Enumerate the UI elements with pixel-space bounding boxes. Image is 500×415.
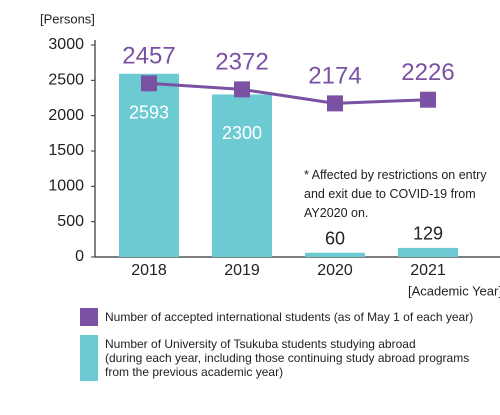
legend-label: Number of University of Tsukuba students… bbox=[105, 337, 470, 379]
x-axis-label: [Academic Year] bbox=[408, 283, 500, 298]
line-value-label: 2226 bbox=[401, 59, 454, 86]
x-tick-label: 2019 bbox=[224, 262, 260, 279]
bar bbox=[212, 94, 272, 257]
line bbox=[148, 81, 429, 105]
bar-value-label: 60 bbox=[325, 229, 345, 249]
line-marker bbox=[141, 75, 157, 92]
line-value-label: 2457 bbox=[122, 43, 175, 70]
y-axis-label: [Persons] bbox=[40, 11, 95, 26]
x-tick-label: 2018 bbox=[131, 262, 167, 279]
y-tick-label: 2500 bbox=[48, 72, 84, 89]
legend-label: Number of accepted international student… bbox=[105, 310, 474, 324]
legend-swatch bbox=[80, 335, 98, 381]
y-tick-label: 1000 bbox=[48, 178, 84, 195]
line-value-label: 2372 bbox=[215, 49, 268, 76]
bar bbox=[305, 252, 365, 257]
annotation: * Affected by restrictions on entry and … bbox=[304, 168, 487, 220]
bar-value-label: 2593 bbox=[129, 103, 169, 123]
line-value-label: 2174 bbox=[308, 63, 361, 90]
bar bbox=[119, 73, 179, 258]
y-tick-label: 1500 bbox=[48, 142, 84, 159]
x-tick-label: 2021 bbox=[410, 262, 446, 279]
y-tick-label: 500 bbox=[57, 213, 84, 230]
bar-value-label: 2300 bbox=[222, 123, 262, 143]
legend-swatch bbox=[80, 308, 98, 326]
y-tick-label: 3000 bbox=[48, 36, 84, 53]
x-tick-label: 2020 bbox=[317, 262, 353, 279]
line-marker bbox=[327, 95, 343, 112]
bar bbox=[398, 247, 458, 257]
line-marker bbox=[420, 91, 436, 108]
y-tick-label: 2000 bbox=[48, 107, 84, 124]
bar-value-label: 129 bbox=[413, 224, 443, 244]
line-marker bbox=[234, 81, 250, 98]
y-tick-label: 0 bbox=[75, 248, 84, 265]
